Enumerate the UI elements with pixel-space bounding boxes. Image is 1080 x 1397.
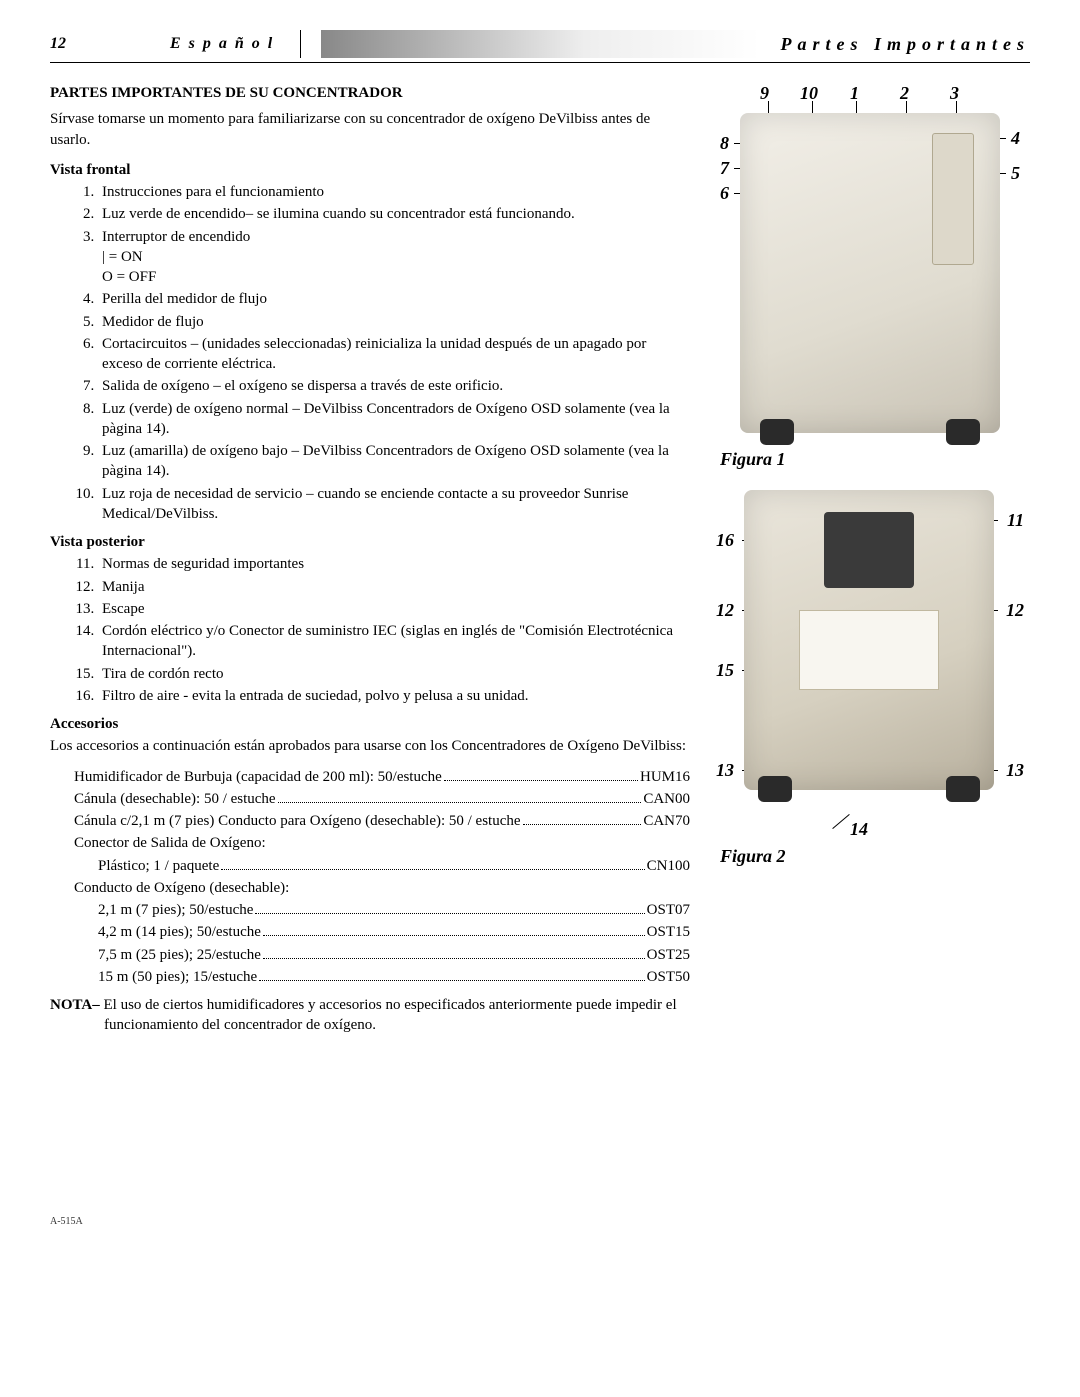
leader-dots xyxy=(255,913,644,914)
conduit-heading: Conducto de Oxígeno (desechable): xyxy=(74,878,690,898)
accessory-code: OST50 xyxy=(647,967,690,987)
callout-12l: 12 xyxy=(716,600,734,621)
leader-dots xyxy=(259,980,645,981)
list-item: Luz roja de necesidad de servicio – cuan… xyxy=(98,484,690,525)
list-item: Instrucciones para el funcionamiento xyxy=(98,182,690,202)
leader-dots xyxy=(263,958,645,959)
list-item: Luz (amarilla) de oxígeno bajo – DeVilbi… xyxy=(98,441,690,482)
accessory-label: Cánula (desechable): 50 / estuche xyxy=(74,789,276,809)
accessories-list: Humidificador de Burbuja (capacidad de 2… xyxy=(74,767,690,988)
callout-1: 1 xyxy=(850,83,859,104)
header-divider xyxy=(300,30,301,58)
accessory-row: 2,1 m (7 pies); 50/estuche OST07 xyxy=(98,900,690,920)
list-item: Normas de seguridad importantes xyxy=(98,554,690,574)
list-item: Luz (verde) de oxígeno normal – DeVilbis… xyxy=(98,399,690,440)
callout-6: 6 xyxy=(720,183,729,204)
leader-dots xyxy=(444,780,638,781)
figure-column: 9 10 1 2 3 8 7 6 4 5 xyxy=(720,83,1030,1036)
list-item: Perilla del medidor de flujo xyxy=(98,289,690,309)
figure-2: 16 12 15 13 11 12 13 14 xyxy=(720,490,1020,840)
accessory-row: Humidificador de Burbuja (capacidad de 2… xyxy=(74,767,690,787)
note-paragraph: NOTA– El uso de ciertos humidificadores … xyxy=(50,995,690,1036)
page-header: 12 Español Partes Importantes xyxy=(50,30,1030,58)
accessory-row: Cánula (desechable): 50 / estuche CAN00 xyxy=(74,789,690,809)
callout-13l: 13 xyxy=(716,760,734,781)
leader-dots xyxy=(221,869,644,870)
page-number: 12 xyxy=(50,35,170,53)
accessory-label: 2,1 m (7 pies); 50/estuche xyxy=(98,900,253,920)
accessory-code: CAN70 xyxy=(643,811,690,831)
main-text-column: PARTES IMPORTANTES DE SU CONCENTRADOR Sí… xyxy=(50,83,690,1036)
section-title: Partes Importantes xyxy=(780,34,1030,55)
rear-view-heading: Vista posterior xyxy=(50,532,690,552)
accessories-intro: Los accesorios a continuación están apro… xyxy=(50,736,690,756)
callout-13r: 13 xyxy=(1006,760,1024,781)
accessory-label: 4,2 m (14 pies); 50/estuche xyxy=(98,922,261,942)
accessory-label: Plástico; 1 / paquete xyxy=(98,856,219,876)
language-label: Español xyxy=(170,35,280,53)
list-item: Medidor de flujo xyxy=(98,312,690,332)
accessory-code: CN100 xyxy=(647,856,690,876)
callout-12r: 12 xyxy=(1006,600,1024,621)
footer-code: A-515A xyxy=(50,1216,1030,1227)
device-back-image xyxy=(744,490,994,790)
list-item: Interruptor de encendido | = ON O = OFF xyxy=(98,227,690,288)
callout-4: 4 xyxy=(1011,128,1020,149)
list-item: Cordón eléctrico y/o Conector de suminis… xyxy=(98,621,690,662)
leader-dots xyxy=(278,802,642,803)
accessory-label: 7,5 m (25 pies); 25/estuche xyxy=(98,945,261,965)
callout-2: 2 xyxy=(900,83,909,104)
list-item: Salida de oxígeno – el oxígeno se disper… xyxy=(98,376,690,396)
callout-16: 16 xyxy=(716,530,734,551)
accessory-code: HUM16 xyxy=(640,767,690,787)
list-item: Filtro de aire - evita la entrada de suc… xyxy=(98,686,690,706)
intro-paragraph: Sírvase tomarse un momento para familiar… xyxy=(50,109,690,150)
accessory-row: 4,2 m (14 pies); 50/estuche OST15 xyxy=(98,922,690,942)
note-text: El uso de ciertos humidificadores y acce… xyxy=(103,997,676,1033)
callout-5: 5 xyxy=(1011,163,1020,184)
switch-on-label: | = ON xyxy=(102,247,690,267)
header-gradient xyxy=(321,30,760,58)
callout-3: 3 xyxy=(950,83,959,104)
callout-10: 10 xyxy=(800,83,818,104)
accessory-label: 15 m (50 pies); 15/estuche xyxy=(98,967,257,987)
accessory-code: CAN00 xyxy=(643,789,690,809)
callout-11: 11 xyxy=(1007,510,1024,531)
rear-view-list: Normas de seguridad importantes Manija E… xyxy=(50,554,690,706)
accessory-row: 7,5 m (25 pies); 25/estuche OST25 xyxy=(98,945,690,965)
callout-14: 14 xyxy=(850,819,868,840)
main-heading: PARTES IMPORTANTES DE SU CONCENTRADOR xyxy=(50,83,690,103)
connector-heading: Conector de Salida de Oxígeno: xyxy=(74,833,690,853)
leader-dots xyxy=(263,935,645,936)
accessory-row: Cánula c/2,1 m (7 pies) Conducto para Ox… xyxy=(74,811,690,831)
accessory-code: OST15 xyxy=(647,922,690,942)
figure-1: 9 10 1 2 3 8 7 6 4 5 xyxy=(720,83,1020,443)
header-rule xyxy=(50,62,1030,63)
front-view-list: Instrucciones para el funcionamiento Luz… xyxy=(50,182,690,524)
accessory-label: Cánula c/2,1 m (7 pies) Conducto para Ox… xyxy=(74,811,521,831)
list-item: Luz verde de encendido– se ilumina cuand… xyxy=(98,204,690,224)
list-item: Tira de cordón recto xyxy=(98,664,690,684)
callout-7: 7 xyxy=(720,158,729,179)
callout-8: 8 xyxy=(720,133,729,154)
list-item: Cortacircuitos – (unidades seleccionadas… xyxy=(98,334,690,375)
accessories-heading: Accesorios xyxy=(50,714,690,734)
figure-1-caption: Figura 1 xyxy=(720,449,1030,470)
list-item: Escape xyxy=(98,599,690,619)
leader-dots xyxy=(523,824,642,825)
callout-15: 15 xyxy=(716,660,734,681)
switch-off-label: O = OFF xyxy=(102,267,690,287)
accessory-code: OST07 xyxy=(647,900,690,920)
accessory-row: Plástico; 1 / paquete CN100 xyxy=(98,856,690,876)
list-item: Manija xyxy=(98,577,690,597)
figure-2-caption: Figura 2 xyxy=(720,846,1030,867)
accessory-row: 15 m (50 pies); 15/estuche OST50 xyxy=(98,967,690,987)
device-front-image xyxy=(740,113,1000,433)
front-view-heading: Vista frontal xyxy=(50,160,690,180)
note-label: NOTA– xyxy=(50,997,100,1013)
accessory-code: OST25 xyxy=(647,945,690,965)
accessory-label: Humidificador de Burbuja (capacidad de 2… xyxy=(74,767,442,787)
list-item-text: Interruptor de encendido xyxy=(102,229,250,245)
